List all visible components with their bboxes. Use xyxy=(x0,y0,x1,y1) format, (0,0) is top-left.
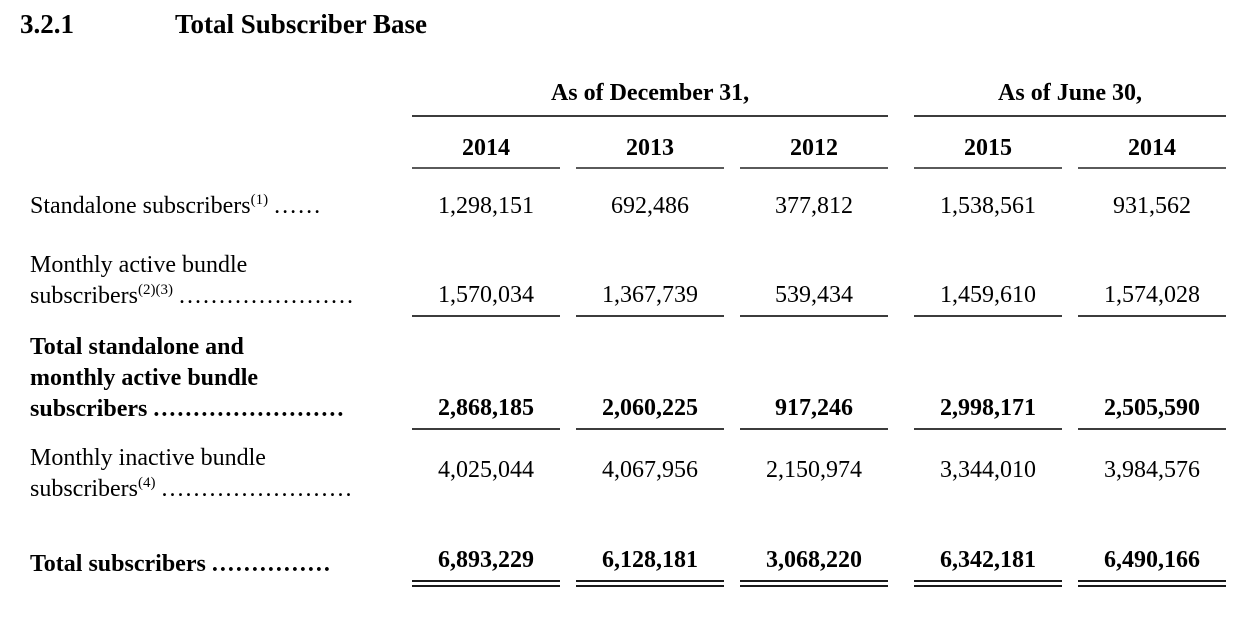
value-cell: 1,367,739 xyxy=(576,232,724,318)
table-row-year-headers: 2014 2013 2012 2015 2014 xyxy=(20,116,1227,170)
value-cell: 2,505,590 xyxy=(1078,316,1227,431)
value-cell: 2,150,974 xyxy=(766,457,863,484)
section-number: 3.2.1 xyxy=(20,9,74,39)
value-cell: 692,486 xyxy=(611,193,689,220)
value-cell: 3,984,576 xyxy=(1104,457,1201,484)
document-page: 3.2.1 Total Subscriber Base As of Decembe… xyxy=(20,8,1248,588)
table-row-monthly-active-bundle-subscribers: Monthly active bundle subscribers(2)(3).… xyxy=(20,232,1227,318)
spacer-cell xyxy=(1062,513,1078,584)
value-cell: 2,868,185 xyxy=(412,316,560,431)
spacer-cell xyxy=(20,80,412,116)
spacer-cell xyxy=(888,116,914,168)
value-cell: 1,538,561 xyxy=(940,193,1037,220)
spacer-cell xyxy=(1062,168,1078,232)
spacer-cell xyxy=(560,232,576,316)
dot-leader: ........................ xyxy=(161,476,354,503)
value-cell: 4,067,956 xyxy=(602,457,698,484)
section-title: Total Subscriber Base xyxy=(175,9,428,39)
footnote-ref: (2)(3) xyxy=(137,282,173,299)
row-label-line: monthly active bundle xyxy=(30,365,259,392)
year-header-jun-2014: 2014 xyxy=(1078,116,1227,170)
row-label: Monthly inactive bundle subscribers(4)..… xyxy=(20,429,412,513)
value-cell: 2,060,225 xyxy=(576,316,724,431)
column-group-june-30: As of June 30, xyxy=(914,80,1227,118)
value-cell: 1,298,151 xyxy=(438,193,534,220)
spacer-cell xyxy=(888,513,914,584)
value-cell: 6,893,229 xyxy=(412,513,560,588)
spacer-cell xyxy=(1062,316,1078,429)
value-cell: 931,562 xyxy=(1113,193,1192,220)
spacer-cell xyxy=(560,316,576,429)
dot-leader: ...... xyxy=(274,193,323,220)
value-cell: 6,342,181 xyxy=(914,513,1063,588)
footnote-ref: (4) xyxy=(137,475,156,492)
spacer-cell xyxy=(560,513,576,584)
year-header-jun-2015: 2015 xyxy=(914,116,1063,170)
spacer-cell xyxy=(560,116,576,168)
year-header-dec-2014: 2014 xyxy=(412,116,560,170)
value-cell: 6,490,166 xyxy=(1078,513,1227,588)
spacer-cell xyxy=(20,116,412,168)
spacer-cell xyxy=(888,232,914,316)
spacer-cell xyxy=(724,168,740,232)
dot-leader: ........................ xyxy=(153,396,346,423)
spacer-cell xyxy=(888,80,914,116)
value-cell: 4,025,044 xyxy=(438,457,534,484)
value-cell: 539,434 xyxy=(740,232,889,318)
row-label-text: subscribers xyxy=(30,396,148,423)
row-label-line: Monthly active bundle xyxy=(30,252,248,279)
value-cell: 3,068,220 xyxy=(740,513,889,588)
row-label: Total subscribers............... xyxy=(20,513,412,584)
value-cell: 1,570,034 xyxy=(412,232,560,318)
spacer-cell xyxy=(724,429,740,513)
value-cell: 6,128,181 xyxy=(576,513,724,588)
value-cell: 1,574,028 xyxy=(1078,232,1227,318)
row-label-text: subscribers xyxy=(30,283,138,310)
row-label: Monthly active bundle subscribers(2)(3).… xyxy=(20,232,412,316)
table-row-monthly-inactive-bundle-subscribers: Monthly inactive bundle subscribers(4)..… xyxy=(20,429,1226,513)
row-label-line: Total standalone and xyxy=(30,334,244,361)
row-label: Standalone subscribers(1)...... xyxy=(20,168,412,232)
year-header-dec-2012: 2012 xyxy=(740,116,889,170)
table-row-total-standalone-and-active-bundle: Total standalone and monthly active bund… xyxy=(20,316,1227,431)
year-header-dec-2013: 2013 xyxy=(576,116,724,170)
value-cell: 1,459,610 xyxy=(914,232,1063,318)
table-row-total-subscribers: Total subscribers............... 6,893,2… xyxy=(20,513,1227,588)
spacer-cell xyxy=(724,513,740,584)
dot-leader: ...................... xyxy=(178,283,355,310)
row-label-text: Standalone subscribers xyxy=(30,193,251,220)
spacer-cell xyxy=(724,116,740,168)
table-row-group-headers: As of December 31, As of June 30, xyxy=(20,80,1227,118)
spacer-cell xyxy=(888,168,914,232)
spacer-cell xyxy=(724,316,740,429)
column-group-december-31: As of December 31, xyxy=(412,80,889,118)
row-label-text: subscribers xyxy=(30,476,138,503)
value-cell: 2,998,171 xyxy=(914,316,1063,431)
value-cell: 3,344,010 xyxy=(940,457,1037,484)
section-heading: 3.2.1 Total Subscriber Base xyxy=(20,8,1248,40)
spacer-cell xyxy=(560,168,576,232)
footnote-ref: (1) xyxy=(250,192,269,209)
subscriber-base-table: As of December 31, As of June 30, 2014 2… xyxy=(20,80,1227,588)
spacer-cell xyxy=(1062,116,1078,168)
table-row-standalone-subscribers: Standalone subscribers(1)...... 1,298,15… xyxy=(20,168,1226,232)
spacer-cell xyxy=(724,232,740,316)
row-label: Total standalone and monthly active bund… xyxy=(20,316,412,429)
spacer-cell xyxy=(560,429,576,513)
spacer-cell xyxy=(1062,429,1078,513)
spacer-cell xyxy=(888,316,914,429)
row-label-line: Monthly inactive bundle xyxy=(30,445,266,472)
dot-leader: ............... xyxy=(211,550,332,577)
row-label-text: Total subscribers xyxy=(30,550,206,577)
spacer-cell xyxy=(888,429,914,513)
spacer-cell xyxy=(1062,232,1078,316)
value-cell: 377,812 xyxy=(775,193,854,220)
value-cell: 917,246 xyxy=(740,316,889,431)
